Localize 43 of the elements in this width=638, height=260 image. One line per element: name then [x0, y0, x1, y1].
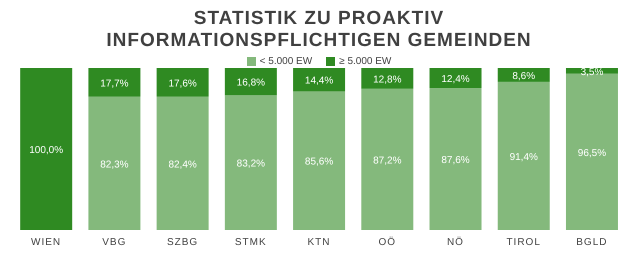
x-tick-label: KTN: [308, 237, 330, 248]
data-label: 12,8%: [373, 74, 402, 86]
bar: [361, 68, 414, 89]
bar: [430, 68, 482, 88]
data-label: 85,6%: [304, 156, 334, 168]
legend-label: ≥ 5.000 EW: [339, 56, 392, 66]
bar: [430, 88, 482, 230]
bar: [20, 68, 72, 230]
legend-label: < 5.000 EW: [260, 56, 312, 66]
data-label: 17,7%: [100, 78, 129, 90]
data-label: 3,5%: [580, 66, 604, 78]
x-tick-label: OÖ: [378, 236, 396, 248]
x-tick-label: NÖ: [446, 236, 464, 248]
data-label: 83,2%: [236, 158, 266, 170]
x-tick-label: WIEN: [31, 237, 62, 248]
data-label: 82,3%: [100, 159, 129, 170]
bar: [293, 91, 346, 230]
data-label: 91,4%: [510, 152, 538, 163]
x-tick-label: VBG: [102, 237, 126, 248]
bar: [293, 68, 346, 92]
data-label: 96,5%: [578, 148, 606, 159]
bar: [156, 96, 209, 230]
data-label: 87,2%: [373, 155, 402, 166]
bar: [88, 96, 140, 230]
x-tick-label: TIROL: [506, 237, 541, 248]
bar: [156, 68, 209, 97]
bar: [88, 68, 140, 97]
data-label: 100,0%: [29, 145, 64, 156]
chart-title: STATISTIK ZU PROAKTIV INFORMATIONSPFLICHTIGEN GEMEINDEN: [105, 8, 533, 52]
data-label: 16,8%: [236, 78, 266, 89]
bar: [361, 88, 414, 230]
x-tick-label: SZBG: [166, 237, 198, 248]
data-label: 87,6%: [441, 155, 470, 166]
bar: [498, 82, 550, 230]
data-label: 12,4%: [441, 74, 470, 86]
bar: [224, 95, 277, 230]
data-label: 82,4%: [168, 159, 197, 170]
bar: [224, 68, 277, 96]
data-label: 8,6%: [512, 70, 536, 82]
x-tick-label: STMK: [234, 237, 267, 248]
data-label: 14,4%: [304, 76, 334, 87]
data-label: 17,6%: [168, 78, 197, 90]
x-tick-label: BGLD: [576, 237, 608, 248]
